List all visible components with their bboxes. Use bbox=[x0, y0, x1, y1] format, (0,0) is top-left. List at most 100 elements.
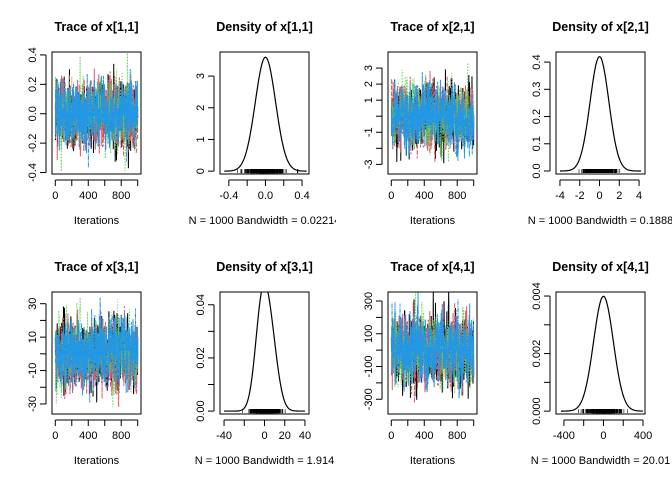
y-tick-label: -300 bbox=[363, 388, 375, 410]
x-tick-label: 0 bbox=[600, 430, 606, 442]
chain-4-smooth bbox=[391, 345, 473, 352]
plot-box bbox=[387, 51, 478, 175]
density-panel: Density of x[3,1] -40 0 20 40 0.00 0.02 0.04 N =… bbox=[195, 260, 334, 467]
x-tick-label: 0 bbox=[388, 430, 394, 442]
x-tick-label: 0 bbox=[596, 190, 602, 202]
x-axis-label: N = 1000 Bandwidth = 0.1888 bbox=[528, 215, 672, 227]
x-tick-label: -40 bbox=[216, 430, 232, 442]
y-tick-label: 2 bbox=[195, 105, 207, 111]
density-panel: Density of x[1,1] -0.4 0.0 0.4 0 1 2 3 N = 1000 … bbox=[189, 20, 341, 227]
x-tick-label: 400 bbox=[415, 430, 433, 442]
density-panel: Density of x[2,1] -4 -2 0 2 4 0.0 0.1 0.2 0.3 0.4 N… bbox=[528, 20, 672, 227]
x-tick-label: 400 bbox=[79, 190, 97, 202]
rug-marks bbox=[241, 409, 286, 414]
x-axis-label: Iterations bbox=[74, 215, 120, 227]
y-tick-label: 0.0 bbox=[27, 106, 39, 121]
x-axis-label: N = 1000 Bandwidth = 1.914 bbox=[195, 455, 334, 467]
y-tick-label: 0.004 bbox=[531, 282, 543, 310]
y-tick-label: 1 bbox=[363, 97, 375, 103]
rug-marks bbox=[578, 169, 621, 174]
y-tick-label: 0.1 bbox=[531, 136, 543, 151]
panel-title: Density of x[3,1] bbox=[216, 260, 313, 274]
y-tick-label: 0 bbox=[195, 168, 207, 174]
plot-box bbox=[219, 291, 310, 415]
x-axis-label: N = 1000 Bandwidth = 0.02214 bbox=[189, 215, 341, 227]
x-tick-label: 800 bbox=[448, 190, 466, 202]
chain-4-smooth bbox=[54, 110, 137, 117]
density-curve bbox=[560, 295, 644, 412]
panel-title: Trace of x[2,1] bbox=[390, 20, 474, 34]
y-tick-label: -10 bbox=[27, 363, 39, 379]
x-tick-label: 2 bbox=[616, 190, 622, 202]
density-panel: Density of x[4,1] -400 0 400 0.000 0.002 0.004… bbox=[531, 260, 670, 467]
x-axis-label: Iterations bbox=[74, 455, 120, 467]
x-tick-label: 0 bbox=[388, 190, 394, 202]
plot-box bbox=[387, 291, 478, 415]
x-tick-label: -400 bbox=[553, 430, 575, 442]
panel-title: Density of x[2,1] bbox=[552, 20, 649, 34]
y-tick-label: 0.000 bbox=[531, 397, 543, 425]
x-tick-label: 800 bbox=[112, 430, 130, 442]
x-tick-label: 400 bbox=[415, 190, 433, 202]
x-tick-label: 20 bbox=[279, 430, 291, 442]
trace-panel: Trace of x[4,1] 0 400 800 -300 -100 100 300 Iter… bbox=[363, 260, 478, 467]
x-tick-label: 0.4 bbox=[294, 190, 309, 202]
x-tick-label: 40 bbox=[299, 430, 311, 442]
x-tick-label: 0 bbox=[261, 430, 267, 442]
y-tick-label: 0.02 bbox=[195, 347, 207, 368]
panel-title: Density of x[1,1] bbox=[216, 20, 313, 34]
panel-title: Trace of x[4,1] bbox=[390, 260, 474, 274]
x-tick-label: 400 bbox=[79, 430, 97, 442]
x-tick-label: -4 bbox=[555, 190, 565, 202]
y-tick-label: -1 bbox=[363, 127, 375, 137]
y-tick-label: 0.2 bbox=[531, 109, 543, 124]
x-tick-label: 0 bbox=[52, 190, 58, 202]
chain-4-trace bbox=[390, 292, 475, 399]
density-curve bbox=[224, 56, 307, 172]
y-tick-label: 3 bbox=[195, 73, 207, 79]
x-tick-label: 800 bbox=[448, 430, 466, 442]
trace-panel: Trace of x[1,1] 0 400 800 -0.4 -0.2 0.0 0.2 0.4 I… bbox=[27, 20, 142, 227]
plot-box bbox=[51, 51, 142, 175]
x-axis-label: N = 1000 Bandwidth = 20.01 bbox=[531, 455, 670, 467]
density-curve bbox=[559, 56, 642, 172]
x-tick-label: -2 bbox=[575, 190, 585, 202]
panel-title: Density of x[4,1] bbox=[552, 260, 649, 274]
y-tick-label: 0.4 bbox=[27, 47, 39, 62]
trace-panel: Trace of x[2,1] 0 400 800 -3 -1 1 2 3 Iterations bbox=[363, 20, 478, 227]
y-tick-label: 0.002 bbox=[531, 340, 543, 368]
panel-title: Trace of x[3,1] bbox=[54, 260, 138, 274]
x-tick-label: 4 bbox=[636, 190, 642, 202]
y-tick-label: 0.04 bbox=[195, 294, 207, 315]
y-tick-label: -100 bbox=[363, 355, 375, 377]
y-tick-label: -3 bbox=[363, 159, 375, 169]
y-tick-label: 0.0 bbox=[531, 163, 543, 178]
density-curve bbox=[224, 292, 305, 412]
plot-box bbox=[51, 291, 142, 415]
plot-box bbox=[219, 51, 310, 175]
x-tick-label: 800 bbox=[112, 190, 130, 202]
x-tick-label: 0.0 bbox=[258, 190, 273, 202]
y-tick-label: 0.2 bbox=[27, 77, 39, 92]
chain-4-smooth bbox=[55, 347, 137, 355]
x-tick-label: 400 bbox=[634, 430, 652, 442]
chain-4-trace bbox=[54, 69, 139, 169]
plot-box bbox=[555, 291, 646, 415]
rug-marks bbox=[237, 169, 299, 174]
chain-4-smooth bbox=[391, 113, 473, 123]
x-axis-label: Iterations bbox=[410, 215, 456, 227]
y-tick-label: 0.4 bbox=[531, 54, 543, 69]
y-tick-label: 1 bbox=[195, 136, 207, 142]
y-tick-label: 10 bbox=[27, 331, 39, 343]
plot-box bbox=[555, 51, 646, 175]
y-tick-label: 3 bbox=[363, 65, 375, 71]
x-tick-label: 0 bbox=[52, 430, 58, 442]
y-tick-label: -0.4 bbox=[27, 163, 39, 182]
y-tick-label: 2 bbox=[363, 81, 375, 87]
y-tick-label: -30 bbox=[27, 396, 39, 412]
chain-4-trace bbox=[390, 71, 475, 161]
trace-panel: Trace of x[3,1] 0 400 800 -30 -10 10 30 Iteratio… bbox=[27, 260, 142, 467]
rug-marks bbox=[578, 409, 628, 414]
